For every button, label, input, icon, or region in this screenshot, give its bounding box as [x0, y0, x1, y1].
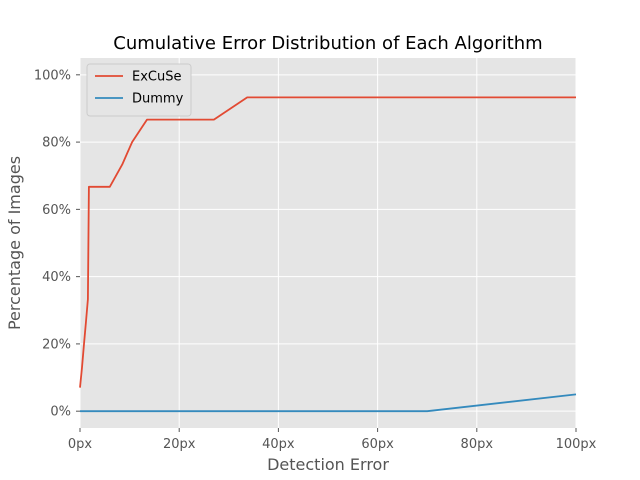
legend-label: ExCuSe — [132, 70, 181, 85]
y-tick-label: 40% — [42, 270, 71, 285]
x-tick-label: 40px — [262, 437, 295, 452]
y-axis-label: Percentage of Images — [5, 156, 24, 330]
y-tick-label: 0% — [50, 405, 71, 420]
y-tick-label: 60% — [42, 203, 71, 218]
series-layer — [79, 96, 577, 413]
x-axis-label: Detection Error — [267, 455, 389, 474]
y-axis: 0% 20% 40% 60% 80% 100% — [34, 68, 80, 420]
x-tick-label: 80px — [461, 437, 494, 452]
x-tick-label: 20px — [163, 437, 196, 452]
series-line-excuse — [79, 96, 576, 388]
x-tick-label: 0px — [68, 437, 93, 452]
x-axis: 0px 20px 40px 60px 80px 100px — [68, 428, 597, 452]
x-tick-label: 60px — [361, 437, 394, 452]
y-tick-label: 20% — [42, 337, 71, 352]
legend-label: Dummy — [132, 92, 184, 107]
legend-box — [86, 63, 192, 117]
series-line-dummy — [80, 393, 577, 413]
chart-title: Cumulative Error Distribution of Each Al… — [113, 33, 542, 54]
y-tick-label: 100% — [34, 68, 71, 83]
legend: ExCuSe Dummy — [86, 63, 192, 117]
y-tick-label: 80% — [42, 136, 71, 151]
x-tick-label: 100px — [556, 437, 597, 452]
grid — [79, 58, 577, 428]
